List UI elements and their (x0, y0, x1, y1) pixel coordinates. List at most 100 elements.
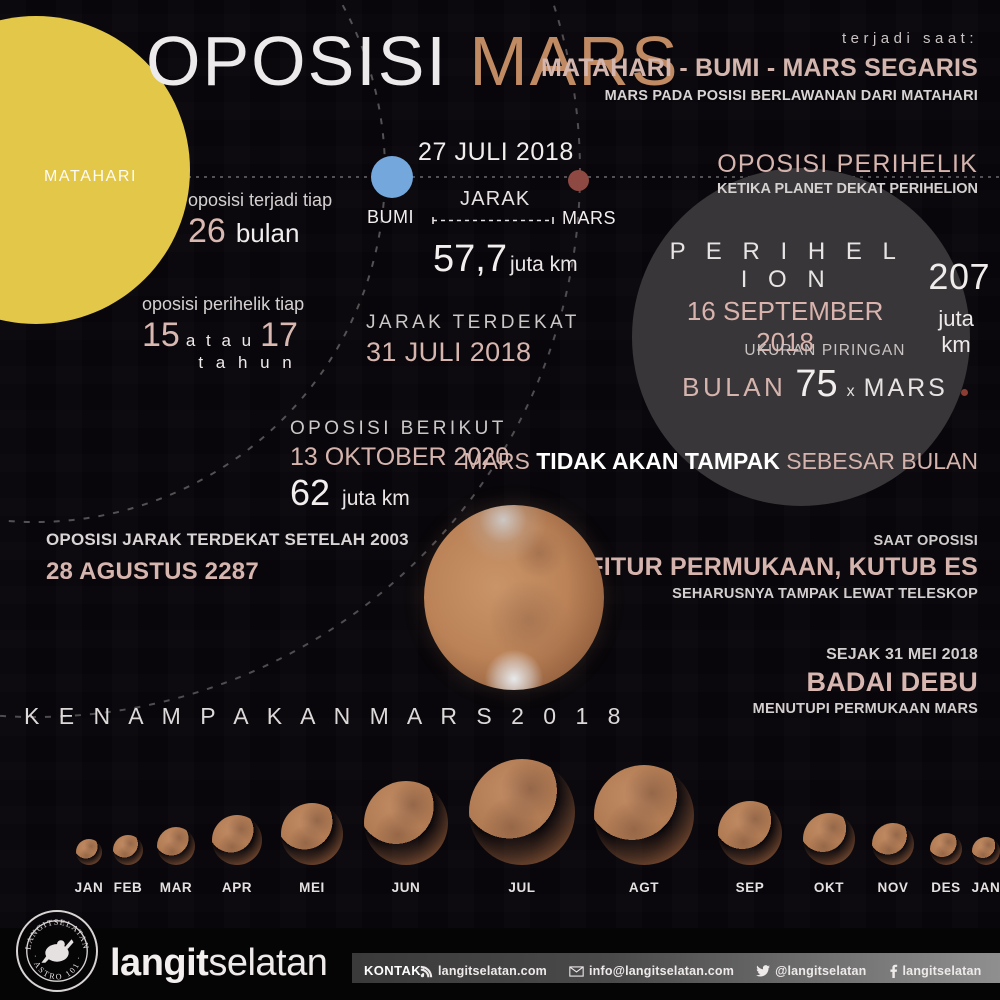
month-column: JUL (462, 759, 582, 895)
contact-text: langitselatan.com (438, 964, 547, 978)
mars-disk-jul (469, 759, 575, 865)
month-column: DES (886, 833, 1000, 895)
month-column: AGT (584, 765, 704, 895)
dust-storm-kicker: SEJAK 31 MEI 2018 (826, 646, 978, 663)
opposition-interval-value: 26 (188, 212, 226, 250)
mars-disk-nov (872, 823, 914, 865)
mars-disk (568, 170, 589, 191)
disc-moon-label: BULAN (682, 372, 787, 402)
earth-disk (371, 156, 413, 198)
perihelic-interval-value-a: 15 (142, 316, 180, 354)
perihelic-interval-block: oposisi perihelik tiap 15 a t a u 17 t a… (142, 294, 304, 373)
perihelic-sub: KETIKA PLANET DEKAT PERIHELION (716, 181, 978, 197)
next-opposition-block: OPOSISI BERIKUT 13 OKTOBER 2020 62 juta … (290, 418, 509, 514)
header-headline: MATAHARI - BUMI - MARS SEGARIS (541, 54, 978, 82)
disc-multiply-symbol: x (846, 383, 855, 400)
mars-disk-jan (972, 837, 1000, 865)
header-sub: MARS PADA POSISI BERLAWANAN DARI MATAHAR… (604, 88, 978, 104)
envelope-icon (569, 965, 584, 977)
distance-value-block: 57,7 juta km (433, 238, 578, 281)
month-label-jul: JUL (508, 880, 536, 895)
distance-unit: juta km (509, 253, 578, 276)
closest-after-2003-date: 28 AGUSTUS 2287 (46, 558, 259, 585)
surface-features-headline: FITUR PERMUKAAN, KUTUB ES (588, 553, 978, 581)
distance-value: 57,7 (433, 238, 507, 280)
surface-features-sub: SEHARUSNYA TAMPAK LEWAT TELESKOP (672, 586, 978, 602)
month-label-okt: OKT (813, 880, 845, 895)
claim-part-b: TIDAK AKAN TAMPAK (536, 448, 787, 474)
facebook-icon (889, 964, 898, 978)
contact-facebook[interactable]: langitselatan (889, 964, 982, 978)
month-column: NOV (833, 823, 953, 895)
month-label-des: DES (931, 880, 961, 895)
mars-disk-feb (113, 835, 143, 865)
perihelion-unit: juta km (938, 306, 974, 357)
month-column: JUN (346, 781, 466, 895)
opposition-interval-label: oposisi terjadi tiap (188, 190, 333, 210)
contact-list: langitselatan.com info@langitselatan.com @… (420, 964, 992, 978)
claim-statement: MARS TIDAK AKAN TAMPAK SEBESAR BULAN (463, 448, 978, 475)
langitselatan-wordmark: langitselatan (110, 942, 328, 984)
contact-envelope[interactable]: info@langitselatan.com (569, 964, 734, 978)
closest-approach-date: 31 JULI 2018 (366, 337, 532, 367)
page-title: OPOSISI MARS (146, 26, 680, 96)
opposition-interval-unit: bulan (235, 218, 300, 248)
langitselatan-logo: LANGITSELATAN · ASTRO 101 · (16, 910, 98, 992)
moon-disk-illustration (632, 168, 970, 506)
mars-disk-okt (803, 813, 855, 865)
perihelion-word: P E R I H E L I O N (669, 238, 903, 293)
kontak-label: KONTAK: (364, 963, 426, 978)
logo-seal-icon: LANGITSELATAN · ASTRO 101 · (24, 918, 89, 982)
rss-icon (420, 965, 433, 978)
month-column: JAN (29, 839, 149, 895)
earth-label: BUMI (367, 207, 414, 227)
wordmark-langit: langit (110, 942, 209, 984)
mars-disk-des (930, 833, 962, 865)
mars-label: MARS (562, 208, 617, 228)
mars-size-dot-icon (960, 389, 968, 396)
mars-disk-agt (594, 765, 694, 865)
claim-part-a: MARS (463, 448, 537, 474)
month-column: SEP (690, 801, 810, 895)
title-word-mars: MARS (469, 22, 680, 100)
title-word-oposisi: OPOSISI (146, 22, 448, 100)
month-column: APR (177, 815, 297, 895)
header-kicker: terjadi saat: (841, 30, 978, 47)
perihelic-interval-or: a t a u (185, 331, 255, 350)
mars-disk-jun (364, 781, 448, 865)
perihelion-value: 207 (928, 255, 990, 297)
opposition-interval-block: oposisi terjadi tiap 26 bulan (188, 190, 332, 251)
month-column: MAR (116, 827, 236, 895)
month-label-jan: JAN (74, 880, 104, 895)
contact-text: langitselatan (902, 964, 982, 978)
mars-photo (424, 505, 604, 690)
month-label-nov: NOV (877, 880, 909, 895)
month-column: MEI (252, 803, 372, 895)
contact-rss[interactable]: langitselatan.com (420, 964, 547, 978)
month-label-feb: FEB (113, 880, 143, 895)
month-column: JAN (926, 837, 1000, 895)
month-label-jan: JAN (971, 880, 1000, 895)
next-opposition-date: 13 OKTOBER 2020 (290, 443, 510, 471)
disc-mars-label: MARS (863, 374, 948, 402)
appearance-heading: K E N A M P A K A N M A R S 2 0 1 8 (24, 703, 627, 729)
surface-features-kicker: SAAT OPOSISI (873, 533, 978, 549)
dust-storm-sub: MENUTUPI PERMUKAAN MARS (752, 701, 978, 717)
contact-text: info@langitselatan.com (589, 964, 735, 978)
perihelic-interval-value-b: 17 (260, 316, 298, 354)
month-label-mei: MEI (299, 880, 325, 895)
month-label-mar: MAR (159, 880, 193, 895)
perihelic-interval-label: oposisi perihelik tiap (142, 294, 305, 314)
month-column: OKT (769, 813, 889, 895)
perihelic-interval-unit: t a h u n (198, 353, 296, 372)
contact-twitter[interactable]: @langitselatan (756, 964, 866, 978)
claim-part-c: SEBESAR BULAN (786, 448, 978, 474)
month-label-apr: APR (221, 880, 253, 895)
closest-approach-block: JARAK TERDEKAT 31 JULI 2018 (366, 312, 580, 368)
month-label-jun: JUN (391, 880, 421, 895)
dust-storm-block: SEJAK 31 MEI 2018 BADAI DEBU MENUTUPI PE… (753, 646, 978, 717)
closest-after-2003-block: OPOSISI JARAK TERDEKAT SETELAH 2003 28 A… (46, 530, 409, 586)
opposition-date: 27 JULI 2018 (418, 138, 574, 166)
mars-disk-jan (76, 839, 102, 865)
